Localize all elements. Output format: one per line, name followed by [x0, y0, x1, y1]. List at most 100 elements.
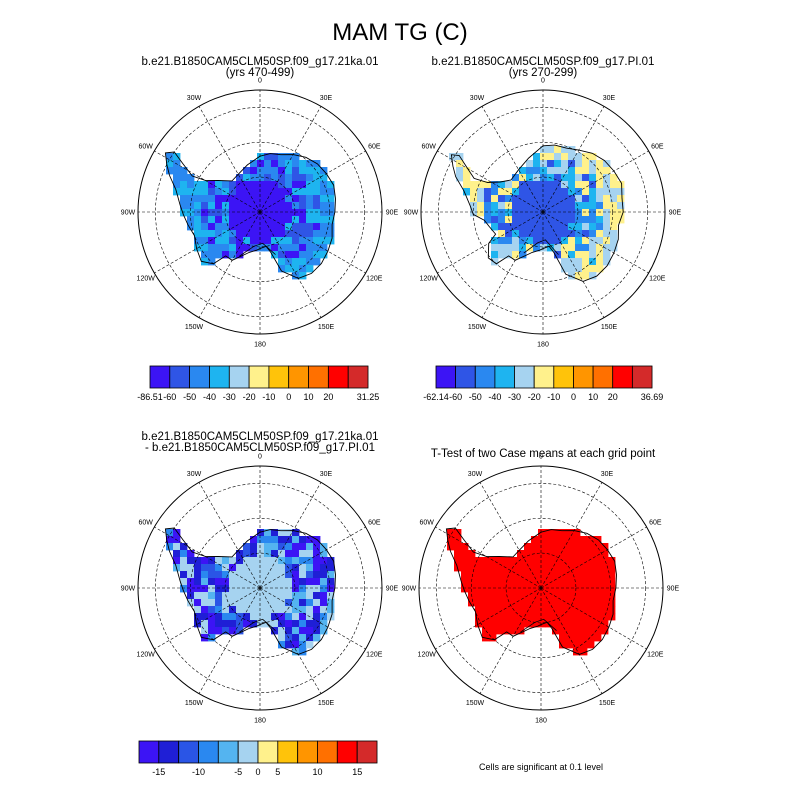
grid-cell	[250, 216, 258, 224]
grid-cell	[285, 202, 293, 210]
grid-cell	[573, 627, 581, 635]
grid-cell	[489, 571, 497, 579]
longitude-label: 180	[535, 718, 547, 725]
grid-cell	[547, 230, 555, 238]
grid-cell	[554, 146, 562, 154]
grid-cell	[187, 223, 195, 231]
colorbar-label: -86.51	[137, 392, 163, 402]
grid-cell	[222, 606, 230, 614]
grid-cell	[482, 592, 490, 600]
grid-cell	[552, 550, 560, 558]
grid-cell	[201, 209, 209, 217]
grid-cell	[285, 174, 293, 182]
panel-title-line1: b.e21.B1850CAM5CLM50SP.f09_g17.PI.01	[432, 56, 655, 68]
grid-cell	[580, 592, 588, 600]
grid-cell	[461, 585, 469, 593]
grid-cell	[554, 244, 562, 252]
grid-cell	[573, 571, 581, 579]
grid-cell	[489, 606, 497, 614]
grid-cell	[617, 195, 625, 203]
grid-cell	[470, 188, 478, 196]
longitude-label: 120W	[137, 276, 156, 283]
grid-cell	[582, 237, 590, 245]
grid-cell	[257, 564, 265, 572]
grid-cell	[559, 592, 567, 600]
grid-cell	[250, 209, 258, 217]
grid-cell	[610, 209, 618, 217]
grid-cell	[187, 181, 195, 189]
grid-cell	[250, 571, 258, 579]
grid-cell	[608, 599, 616, 607]
grid-cell	[271, 223, 279, 231]
grid-cell	[222, 244, 230, 252]
grid-cell	[292, 592, 300, 600]
grid-cell	[285, 543, 293, 551]
grid-cell	[257, 181, 265, 189]
grid-cell	[257, 571, 265, 579]
grid-cell	[505, 209, 513, 217]
grid-cell	[292, 641, 300, 649]
grid-cell	[187, 174, 195, 182]
significance-note: Cells are significant at 0.1 level	[479, 762, 603, 772]
grid-cell	[496, 571, 504, 579]
panel-title-line1: b.e21.B1850CAM5CLM50SP.f09_g17.21ka.01	[142, 56, 379, 68]
grid-cell	[568, 223, 576, 231]
grid-cell	[573, 585, 581, 593]
grid-cell	[575, 195, 583, 203]
grid-cell	[299, 160, 307, 168]
grid-cell	[215, 585, 223, 593]
grid-cell	[243, 188, 251, 196]
grid-cell	[491, 202, 499, 210]
grid-cell	[568, 251, 576, 259]
grid-cell	[292, 606, 300, 614]
grid-cell	[194, 585, 202, 593]
grid-cell	[561, 202, 569, 210]
grid-cell	[587, 606, 595, 614]
longitude-label: 60E	[651, 144, 664, 151]
grid-cell	[243, 606, 251, 614]
grid-cell	[278, 230, 286, 238]
grid-cell	[292, 634, 300, 642]
colorbar-swatch	[514, 365, 535, 389]
grid-cell	[582, 223, 590, 231]
grid-cell	[589, 181, 597, 189]
grid-cell	[566, 620, 574, 628]
grid-cell	[166, 529, 174, 537]
grid-cell	[264, 564, 272, 572]
grid-cell	[505, 223, 513, 231]
grid-cell	[482, 599, 490, 607]
grid-cell	[554, 230, 562, 238]
grid-cell	[320, 244, 328, 252]
grid-cell	[250, 536, 258, 544]
grid-cell	[601, 571, 609, 579]
grid-cell	[568, 195, 576, 203]
grid-cell	[519, 209, 527, 217]
grid-cell	[313, 557, 321, 565]
grid-cell	[222, 223, 230, 231]
grid-cell	[559, 571, 567, 579]
grid-cell	[498, 230, 506, 238]
grid-cell	[299, 550, 307, 558]
colorbar-swatch	[169, 365, 191, 389]
grid-cell	[561, 265, 569, 273]
panel-pi-tg: b.e21.B1850CAM5CLM50SP.f09_g17.PI.01 (yr…	[404, 56, 682, 402]
grid-cell	[215, 195, 223, 203]
longitude-label: 90W	[404, 210, 419, 217]
grid-cell	[526, 209, 534, 217]
grid-cell	[545, 599, 553, 607]
grid-cell	[313, 202, 321, 210]
longitude-label: 30E	[320, 95, 333, 102]
grid-cell	[498, 209, 506, 217]
grid-cell	[278, 188, 286, 196]
grid-cell	[559, 599, 567, 607]
grid-cell	[582, 258, 590, 266]
grid-cell	[575, 209, 583, 217]
colorbar-label: -10	[547, 392, 560, 402]
longitude-label: 150E	[599, 700, 616, 707]
grid-cell	[306, 599, 314, 607]
grid-cell	[547, 216, 555, 224]
grid-cell	[561, 153, 569, 161]
grid-cell	[524, 585, 532, 593]
grid-cell	[327, 613, 335, 621]
grid-cell	[278, 543, 286, 551]
